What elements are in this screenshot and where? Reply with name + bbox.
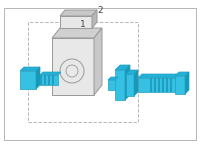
Bar xyxy=(138,78,175,92)
Bar xyxy=(28,22,138,122)
Polygon shape xyxy=(138,74,179,78)
Polygon shape xyxy=(20,67,40,71)
Bar xyxy=(44,75,46,85)
Polygon shape xyxy=(125,65,130,100)
Bar xyxy=(158,78,160,92)
Polygon shape xyxy=(60,10,97,16)
Bar xyxy=(52,75,54,85)
Bar xyxy=(170,78,172,92)
Text: 2: 2 xyxy=(97,6,103,15)
Polygon shape xyxy=(40,72,61,75)
Bar xyxy=(150,78,152,92)
Bar xyxy=(166,78,168,92)
Polygon shape xyxy=(52,28,102,38)
Bar xyxy=(40,75,58,85)
Text: 1: 1 xyxy=(80,20,86,29)
Bar xyxy=(4,8,196,140)
Bar xyxy=(108,80,115,90)
Bar xyxy=(52,38,94,95)
Polygon shape xyxy=(126,70,138,74)
Polygon shape xyxy=(94,28,102,95)
Bar xyxy=(115,70,125,100)
Bar xyxy=(48,75,50,85)
Polygon shape xyxy=(134,70,138,96)
Polygon shape xyxy=(175,72,189,76)
Bar xyxy=(20,71,36,89)
Polygon shape xyxy=(115,65,130,70)
Bar xyxy=(162,78,164,92)
Polygon shape xyxy=(36,67,40,89)
Polygon shape xyxy=(92,10,97,28)
Bar xyxy=(175,76,185,94)
Bar xyxy=(154,78,156,92)
Polygon shape xyxy=(108,77,118,80)
Polygon shape xyxy=(185,72,189,94)
Bar xyxy=(60,16,92,28)
Bar xyxy=(40,75,42,85)
Bar xyxy=(126,74,134,96)
